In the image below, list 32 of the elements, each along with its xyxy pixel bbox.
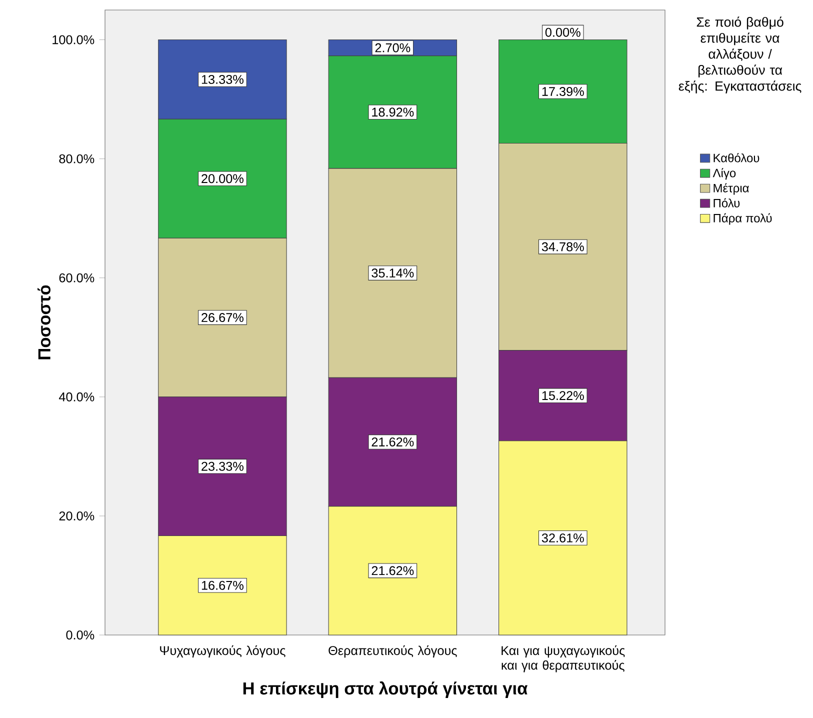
y-tick-label: 20.0% bbox=[59, 511, 94, 520]
y-tick-label: 0.0% bbox=[66, 630, 94, 640]
legend-label: Μέτρια bbox=[714, 183, 749, 195]
y-tick-label: 60.0% bbox=[59, 273, 94, 282]
x-tick-label: Ψυχαγωγικούς λόγους bbox=[160, 645, 286, 658]
y-tick-label: 100.0% bbox=[52, 35, 94, 44]
legend-label: Καθόλου bbox=[714, 153, 760, 162]
data-label: 21.62% bbox=[372, 437, 414, 446]
legend-label: Λίγο bbox=[712, 168, 736, 180]
data-label: 23.33% bbox=[202, 462, 244, 471]
data-label: 17.39% bbox=[542, 87, 584, 96]
data-label: 35.14% bbox=[372, 268, 414, 278]
y-axis-title: Ποσοστό bbox=[38, 285, 50, 360]
data-label: 21.62% bbox=[372, 566, 414, 576]
y-tick-label: 80.0% bbox=[59, 154, 94, 164]
data-label: 15.22% bbox=[542, 391, 584, 400]
x-axis-title: Η επίσκεψη στα λουτρά γίνεται για bbox=[243, 681, 528, 698]
data-label: 20.00% bbox=[202, 174, 244, 184]
data-label: 2.70% bbox=[375, 43, 410, 52]
data-label: 13.33% bbox=[202, 74, 244, 84]
data-label: 26.67% bbox=[202, 313, 244, 322]
data-label: 18.92% bbox=[372, 108, 414, 117]
data-label: 32.61% bbox=[542, 533, 584, 542]
data-label: 16.67% bbox=[202, 580, 244, 590]
legend-label: Πάρα πολύ bbox=[714, 213, 772, 225]
data-label: 34.78% bbox=[542, 242, 584, 252]
legend-title: Σε ποιό βαθμό επιθυμείτε να αλλάξουν / βελτιωθούν τα εξής: Εγκαταστάσεις bbox=[678, 16, 802, 94]
data-label: 0.00% bbox=[545, 28, 580, 37]
x-tick-label: Θεραπευτικούς λόγους bbox=[328, 645, 457, 658]
y-tick-label: 40.0% bbox=[58, 392, 94, 402]
x-tick-label: Και για ψυχαγωγικούς και για θεραπευτικούς bbox=[502, 645, 625, 672]
legend-label: Πόλυ bbox=[714, 198, 740, 208]
